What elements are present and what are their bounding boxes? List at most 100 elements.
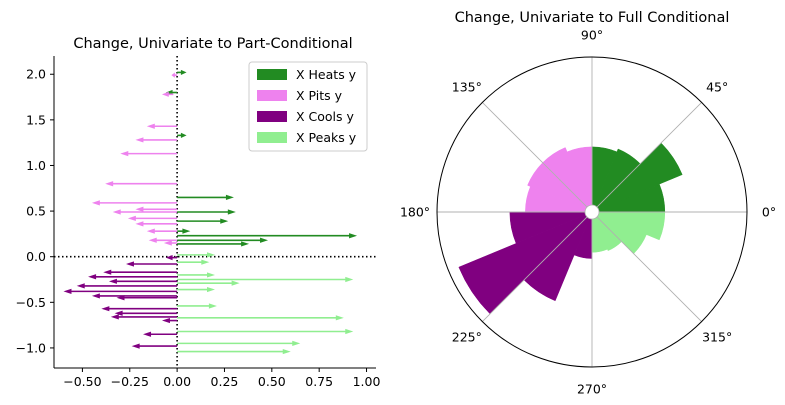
- arrow-pits: [146, 123, 178, 129]
- y-tick-label: 0.5: [26, 204, 46, 219]
- angle-label: 180°: [400, 205, 430, 220]
- arrow-heats: [177, 237, 269, 243]
- angle-label: 0°: [762, 205, 776, 220]
- polar-grid-spoke: [482, 216, 588, 322]
- angle-label: 90°: [581, 28, 603, 43]
- chart-title: Change, Univariate to Full Conditional: [455, 10, 730, 26]
- arrow-head: [91, 293, 100, 299]
- arrow-head: [105, 181, 114, 187]
- legend-swatch-cools: [257, 111, 287, 122]
- arrow-head: [208, 303, 217, 309]
- arrow-head: [148, 237, 157, 243]
- arrow-head: [135, 137, 144, 143]
- arrow-peaks: [177, 286, 215, 293]
- arrow-head: [101, 306, 110, 312]
- arrow-peaks: [177, 315, 344, 321]
- y-ticks: −1.0 −0.5 0.0 0.5 1.0 1.5 2.0: [16, 67, 54, 355]
- arrow-pits: [163, 240, 178, 246]
- arrow-head: [76, 283, 85, 289]
- arrow-head: [292, 340, 301, 346]
- arrow-pits: [135, 206, 178, 212]
- y-tick-label: −0.5: [16, 295, 46, 310]
- arrow-pits: [135, 137, 178, 143]
- arrow-head: [335, 315, 344, 321]
- arrow-head: [127, 215, 136, 221]
- arrow-head: [88, 274, 97, 280]
- x-tick-label: 1.00: [353, 374, 381, 389]
- arrow-head: [135, 206, 144, 212]
- arrow-head: [349, 233, 358, 239]
- arrow-peaks: [177, 259, 210, 265]
- x-tick-label: 0.25: [211, 374, 239, 389]
- arrow-peaks: [177, 280, 240, 286]
- arrow-head: [120, 151, 129, 157]
- arrow-head: [108, 278, 117, 284]
- arrow-head: [207, 252, 215, 258]
- arrow-head: [163, 240, 172, 246]
- x-tick-label: 0.00: [163, 374, 191, 389]
- arrow-peaks: [177, 328, 354, 335]
- arrow-cools: [161, 317, 178, 324]
- arrow-head: [207, 272, 215, 278]
- arrow-heats: [177, 209, 236, 215]
- polar-frame: [436, 56, 748, 368]
- polar-grid-spoke: [482, 102, 588, 208]
- arrow-peaks: [177, 272, 215, 278]
- arrow-cools: [91, 293, 178, 299]
- polar-bars: [458, 142, 683, 315]
- arrow-pits: [120, 151, 178, 157]
- polar-grid-spoke: [596, 216, 702, 322]
- polar-bar-chart: Change, Univariate to Full Conditional 0…: [400, 10, 776, 397]
- y-tick-label: 1.0: [26, 158, 46, 173]
- arrow-peaks: [177, 348, 291, 355]
- arrow-head: [135, 221, 144, 227]
- arrow-head: [231, 280, 240, 286]
- arrow-head: [161, 317, 170, 324]
- arrow-head: [207, 286, 215, 293]
- arrow-pits: [146, 228, 178, 234]
- arrow-head: [114, 310, 123, 316]
- arrow-head: [225, 194, 234, 201]
- arrow-peaks: [177, 340, 301, 346]
- arrow-head: [201, 259, 210, 265]
- legend-swatch-heats: [257, 69, 287, 80]
- arrows: [63, 69, 358, 355]
- polar-grid-center: [584, 204, 600, 220]
- arrow-pits: [135, 221, 178, 227]
- arrow-cools: [108, 278, 178, 284]
- x-tick-label: −0.50: [63, 374, 101, 389]
- arrow-cools: [101, 306, 178, 312]
- arrow-heats: [177, 69, 187, 76]
- arrow-head: [282, 348, 291, 355]
- arrow-head: [161, 91, 169, 97]
- polar-grid-spoke: [596, 102, 702, 208]
- arrow-heats: [177, 194, 234, 201]
- legend-swatch-pits: [257, 90, 287, 101]
- arrow-head: [143, 331, 152, 337]
- arrow-head: [241, 241, 250, 247]
- arrow-head: [345, 276, 354, 283]
- arrow-pits: [161, 91, 174, 97]
- arrow-head: [63, 288, 72, 294]
- chart-title: Change, Univariate to Part-Conditional: [73, 36, 352, 52]
- legend-label-heats: X Heats y: [296, 67, 357, 82]
- arrow-pits: [127, 215, 178, 221]
- arrow-heats: [177, 132, 187, 138]
- arrow-pits: [91, 200, 178, 206]
- x-ticks: −0.50 −0.25 0.00 0.25 0.50 0.75 1.00: [63, 368, 380, 389]
- arrow-head: [91, 200, 100, 206]
- legend-frame: [248, 61, 368, 152]
- angle-label: 45°: [706, 79, 728, 94]
- arrow-cools: [103, 269, 178, 275]
- y-tick-label: 1.5: [26, 112, 46, 127]
- arrow-cools: [125, 261, 178, 267]
- legend: X Heats y X Pits y X Cools y X Peaks y: [248, 61, 368, 152]
- arrow-pits: [171, 72, 178, 78]
- arrow-peaks: [177, 276, 354, 283]
- arrow-head: [180, 132, 187, 138]
- y-tick-label: −1.0: [16, 340, 46, 355]
- y-tick-label: 0.0: [26, 249, 46, 264]
- arrow-head: [146, 123, 155, 129]
- arrow-heats: [177, 241, 250, 247]
